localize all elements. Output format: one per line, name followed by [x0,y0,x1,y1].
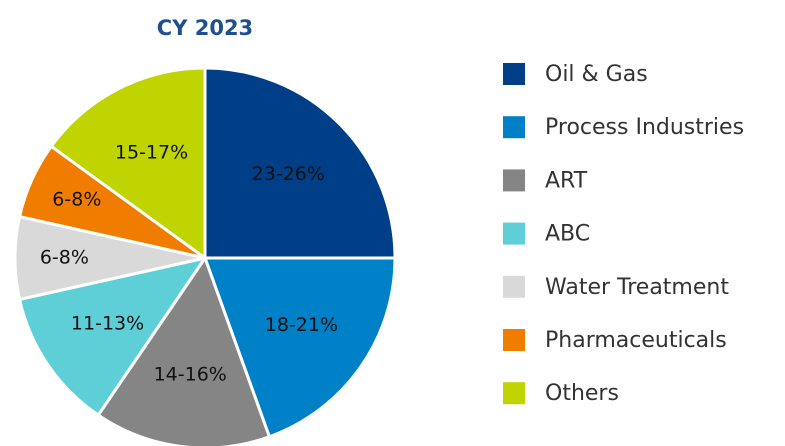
slice-label: 14-16% [154,363,227,385]
legend-swatch [503,329,525,351]
legend-label: ART [545,168,588,193]
legend-label: Others [545,381,619,406]
legend-swatch [503,222,525,245]
legend-label: ABC [545,222,590,247]
legend-swatch [503,169,525,192]
legend-label: Process Industries [545,115,744,140]
legend-label: Water Treatment [545,275,729,300]
slice-label: 23-26% [252,163,325,185]
legend-label: Pharmaceuticals [545,328,727,353]
pie-slice [49,66,207,260]
slice-label: 18-21% [265,314,338,336]
slice-label: 11-13% [71,313,144,335]
legend-swatch [503,63,525,85]
chart-title: CY 2023 [157,16,253,40]
slice-label: 6-8% [52,189,101,211]
legend-swatch [503,275,525,298]
legend-swatch [503,382,525,405]
pie-slice [18,256,207,417]
slice-label: 15-17% [115,142,188,164]
legend-swatch [503,116,525,139]
slice-label: 6-8% [40,247,89,269]
pie-slice [203,256,397,439]
pie-slice [203,66,397,260]
pie-slice [96,256,271,446]
legend-label: Oil & Gas [545,62,648,87]
